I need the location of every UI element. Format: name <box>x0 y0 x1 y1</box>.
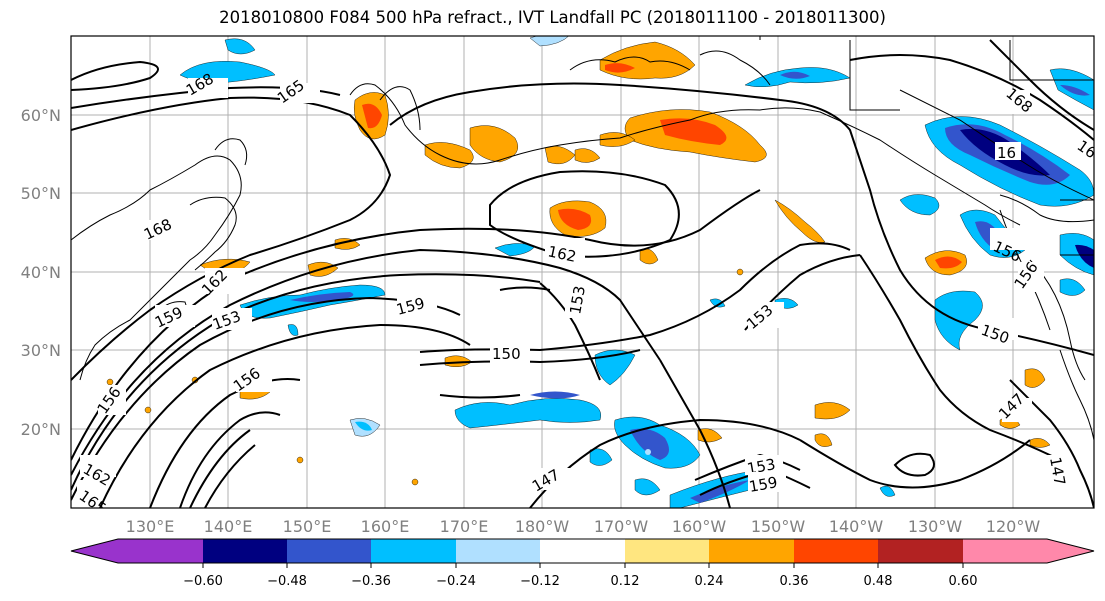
colorbar-segment <box>456 539 540 563</box>
colorbar-segment <box>118 539 203 563</box>
lon-tick-label: 130°W <box>908 517 963 536</box>
lat-tick-label: 50°N <box>21 184 61 203</box>
contour-label: 16 <box>997 144 1016 162</box>
lat-tick-label: 60°N <box>21 106 61 125</box>
colorbar-tick-label: −0.48 <box>267 574 307 589</box>
latitude-axis: 60°N 50°N 40°N 30°N 20°N <box>21 106 61 439</box>
colorbar-tick-label: −0.36 <box>351 574 391 589</box>
lon-tick-label: 160°E <box>361 517 410 536</box>
map-title: 2018010800 F084 500 hPa refract., IVT La… <box>219 8 886 27</box>
lat-tick-label: 30°N <box>21 341 61 360</box>
map-plot-area: 168 165 168 162 153 159 150 153 150 156 … <box>71 36 1094 508</box>
colorbar-segment <box>540 539 625 563</box>
colorbar-extend-min <box>71 539 118 563</box>
contour-label: 162 <box>546 242 578 266</box>
colorbar-segment <box>203 539 287 563</box>
colorbar-extend-max <box>1047 539 1094 563</box>
longitude-axis: 130°E 140°E 150°E 160°E 170°E 180°W 170°… <box>126 517 1041 536</box>
contour-label: 150 <box>492 345 521 363</box>
lon-tick-label: 130°E <box>126 517 175 536</box>
colorbar-tick-label: −0.60 <box>183 574 223 589</box>
contour-label: 147 <box>1046 456 1069 487</box>
lon-tick-label: 120°W <box>986 517 1041 536</box>
colorbar-tick-label: 0.60 <box>949 574 978 589</box>
colorbar-tick-label: 0.36 <box>780 574 809 589</box>
plot-frame <box>70 35 1095 509</box>
colorbar-segment <box>878 539 963 563</box>
map-gridlines <box>71 36 1094 508</box>
colorbar-tick-label: −0.24 <box>436 574 476 589</box>
colorbar-tick-label: 0.24 <box>695 574 724 589</box>
colorbar-outline <box>70 538 1095 564</box>
contour-label: 159 <box>748 473 779 496</box>
lon-tick-label: 150°E <box>283 517 332 536</box>
colorbar-tick-label: 0.48 <box>864 574 893 589</box>
contour-label: 153 <box>566 284 589 315</box>
colorbar-segment <box>794 539 878 563</box>
colorbar-tick-label: 0.12 <box>611 574 640 589</box>
lon-tick-label: 170°W <box>594 517 649 536</box>
lon-tick-label: 170°E <box>440 517 489 536</box>
lon-tick-label: 150°W <box>751 517 806 536</box>
lon-tick-label: 140°E <box>204 517 253 536</box>
colorbar-segment <box>709 539 794 563</box>
lon-tick-label: 160°W <box>672 517 727 536</box>
lon-tick-label: 140°W <box>829 517 884 536</box>
lon-tick-label: 180°W <box>515 517 570 536</box>
lat-tick-label: 20°N <box>21 420 61 439</box>
colorbar: −0.60 −0.48 −0.36 −0.24 −0.12 0.12 0.24 … <box>70 538 1095 589</box>
colorbar-tick-label: −0.12 <box>520 574 560 589</box>
colorbar-segment <box>963 539 1047 563</box>
colorbar-segment <box>371 539 456 563</box>
colorbar-segment <box>625 539 709 563</box>
coastlines <box>71 36 1094 441</box>
lat-tick-label: 40°N <box>21 263 61 282</box>
colorbar-segment <box>287 539 371 563</box>
